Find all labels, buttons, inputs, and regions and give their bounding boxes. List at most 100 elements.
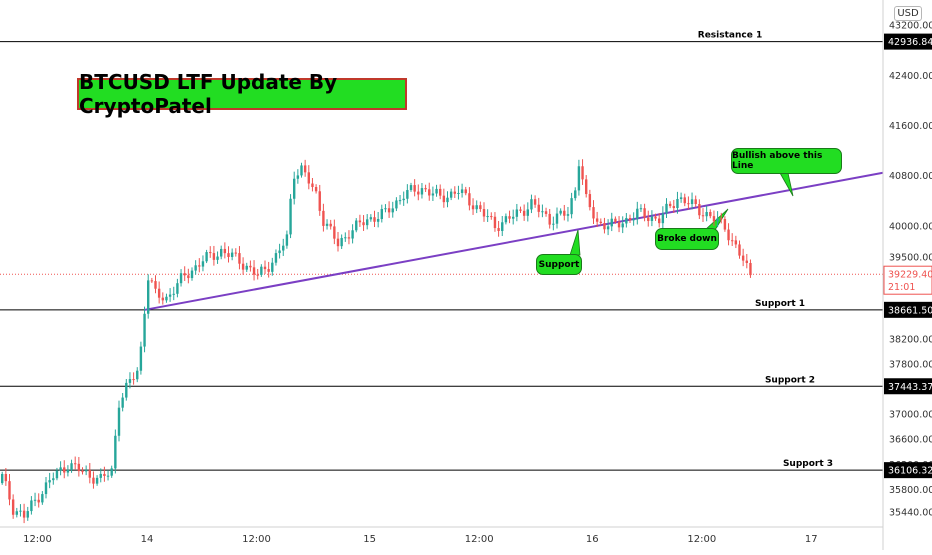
candle xyxy=(77,456,81,477)
candle-body xyxy=(139,346,143,371)
candle xyxy=(665,198,668,218)
candle xyxy=(322,203,325,232)
candle xyxy=(74,456,77,470)
candle-body xyxy=(533,199,537,205)
candle-body xyxy=(723,219,727,230)
candle-body xyxy=(643,208,646,218)
currency-badge[interactable]: USD xyxy=(894,6,922,21)
candle xyxy=(413,179,416,197)
candle-body xyxy=(30,500,33,512)
y-tick-label: 35440.00 xyxy=(889,507,932,518)
candle xyxy=(238,246,241,270)
candle-body xyxy=(512,216,515,219)
candle-body xyxy=(11,499,15,515)
candle-body xyxy=(471,205,475,210)
candle-body xyxy=(526,209,529,216)
candle-body xyxy=(165,296,168,301)
candle-body xyxy=(570,198,573,215)
candle xyxy=(103,466,106,482)
y-tick-label: 35800.00 xyxy=(889,485,932,496)
candle-body xyxy=(212,253,216,260)
candle xyxy=(530,194,533,214)
candle xyxy=(585,175,588,198)
candle-body xyxy=(391,208,394,213)
candle xyxy=(409,182,413,192)
candle-body xyxy=(519,209,522,211)
candle xyxy=(395,197,398,212)
candle-body xyxy=(716,218,719,222)
candle-body xyxy=(530,199,533,210)
candle xyxy=(570,192,573,219)
candle xyxy=(574,187,577,201)
candle xyxy=(515,203,519,222)
candle xyxy=(460,183,464,198)
candle-body xyxy=(475,205,478,210)
candle-body xyxy=(293,178,296,199)
candle-body xyxy=(55,470,59,479)
candle-body xyxy=(504,216,508,223)
candle-body xyxy=(369,217,373,220)
candle-body xyxy=(303,165,307,173)
candle xyxy=(260,264,263,277)
candle-body xyxy=(679,197,683,200)
candle xyxy=(738,240,741,259)
candle-body xyxy=(687,203,690,205)
candle-body xyxy=(676,199,679,209)
candle-body xyxy=(588,194,592,208)
candle xyxy=(661,206,665,229)
candle xyxy=(512,209,515,225)
candle-body xyxy=(647,217,650,221)
candle-body xyxy=(439,188,442,196)
candle-body xyxy=(147,280,150,314)
candle-body xyxy=(420,188,424,195)
candle xyxy=(230,248,234,261)
candle xyxy=(654,213,657,221)
y-tick-label: 43200.00 xyxy=(889,21,932,32)
candle-body xyxy=(468,193,471,206)
candle-body xyxy=(84,470,88,472)
candle xyxy=(391,201,394,218)
y-tick-label: 38200.00 xyxy=(889,334,932,345)
candle xyxy=(11,494,15,519)
candle-body xyxy=(249,265,252,268)
candle xyxy=(606,219,610,236)
candle xyxy=(52,472,55,485)
candle xyxy=(318,184,321,216)
candle xyxy=(705,205,708,222)
candle-body xyxy=(665,203,668,214)
candle-body xyxy=(347,237,351,239)
candle xyxy=(263,260,267,274)
candle xyxy=(683,193,686,207)
candle-body xyxy=(490,216,493,218)
candle-body xyxy=(734,240,738,245)
candle xyxy=(435,184,438,197)
candle-body xyxy=(362,222,365,226)
candle-body xyxy=(154,281,157,289)
candle xyxy=(125,379,128,401)
candle-body xyxy=(8,481,11,500)
candle xyxy=(522,204,526,221)
candle-body xyxy=(209,252,212,254)
candle xyxy=(446,191,449,208)
candle-body xyxy=(522,210,526,216)
candle xyxy=(154,275,157,294)
candle-body xyxy=(449,191,453,198)
candle-body xyxy=(282,245,285,251)
candle xyxy=(344,232,347,242)
x-tick-label: 12:00 xyxy=(23,534,52,545)
candle-body xyxy=(88,470,91,478)
candle xyxy=(453,186,456,199)
candle-body xyxy=(460,189,464,193)
candle xyxy=(643,203,646,222)
candle xyxy=(362,215,365,231)
candle xyxy=(504,213,508,225)
candle xyxy=(417,184,420,201)
candle-body xyxy=(581,166,584,180)
candle xyxy=(106,470,110,481)
candle-body xyxy=(442,195,446,203)
candle xyxy=(650,210,654,227)
candle xyxy=(234,248,237,257)
candle-body xyxy=(143,313,146,347)
candle-body xyxy=(238,253,241,264)
candle xyxy=(44,477,48,499)
